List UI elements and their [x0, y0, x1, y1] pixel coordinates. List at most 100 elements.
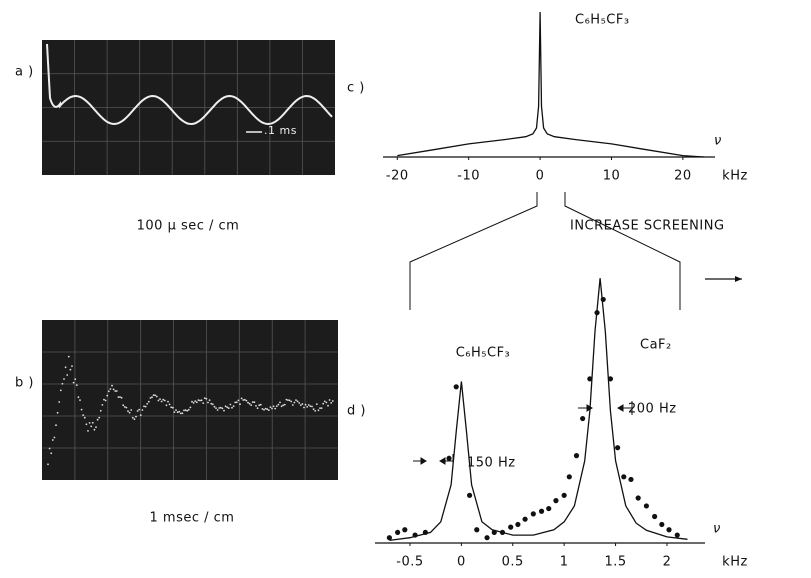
- scope-b: [42, 320, 338, 480]
- scope-dot: [66, 374, 69, 376]
- scope-dot: [98, 416, 101, 419]
- scope-a: .1 ms: [42, 40, 335, 175]
- scope-dot: [323, 400, 326, 403]
- data-point: [474, 527, 480, 533]
- scope-dot: [91, 421, 94, 424]
- scope-dot: [106, 394, 109, 397]
- scope-dot: [290, 400, 293, 403]
- width-marker: [413, 454, 454, 468]
- scope-dot: [120, 396, 123, 399]
- scope-dot: [266, 408, 269, 411]
- scope-dot: [146, 403, 149, 405]
- scope-dot: [199, 399, 201, 402]
- scope-dot: [242, 399, 245, 401]
- scope-dot: [269, 406, 272, 408]
- scope-dot: [75, 384, 78, 386]
- scope-dot: [87, 430, 89, 432]
- scope-dot: [159, 398, 161, 400]
- scope-dot: [320, 407, 323, 409]
- scope-dot: [295, 399, 297, 401]
- scope-dot: [291, 404, 294, 406]
- data-point: [386, 535, 392, 541]
- scope-dot: [103, 398, 105, 401]
- scope-dot: [96, 418, 99, 421]
- scope-dot: [240, 397, 243, 400]
- scope-dot: [245, 399, 248, 402]
- scope-dot: [58, 401, 61, 403]
- scope-dot: [322, 402, 325, 405]
- caption: 100 μ sec / cm: [137, 219, 240, 234]
- data-point: [522, 516, 528, 522]
- scope-dot: [101, 404, 104, 406]
- x-tick-label: 0: [457, 555, 466, 570]
- scope-dot: [250, 404, 253, 406]
- scope-dot: [311, 405, 313, 408]
- scope-dot: [55, 424, 57, 427]
- y-axis-label: ν: [713, 522, 721, 537]
- data-point: [628, 476, 634, 483]
- scope-dot: [184, 409, 187, 412]
- data-point: [580, 415, 586, 422]
- scope-dot: [282, 404, 285, 407]
- scope-dot: [80, 408, 83, 411]
- scope-dot: [74, 378, 77, 381]
- scope-dot: [264, 407, 267, 410]
- scope-dot: [141, 409, 144, 411]
- scope-dot: [53, 436, 56, 439]
- scope-dot: [239, 403, 241, 406]
- scope-dot: [197, 399, 200, 401]
- scope-dot: [243, 398, 246, 401]
- scope-dot: [104, 399, 107, 402]
- scope-dot: [299, 404, 302, 406]
- scope-dot: [111, 384, 113, 387]
- scope-dot: [283, 403, 286, 406]
- scope-dot: [288, 399, 291, 402]
- scope-dot: [77, 396, 80, 399]
- scope-dot: [112, 388, 115, 391]
- scope-dot: [90, 425, 93, 428]
- scope-dot: [331, 400, 334, 402]
- data-point: [573, 453, 580, 459]
- scope-dot: [312, 408, 315, 411]
- scope-dot: [235, 401, 238, 404]
- scope-dot: [47, 463, 49, 466]
- scope-dot: [170, 406, 173, 409]
- x-tick-label: 2: [663, 555, 672, 570]
- x-axis-label: kHz: [722, 169, 748, 184]
- scope-dot: [99, 409, 102, 412]
- scope-dot: [69, 368, 72, 371]
- scope-dot: [139, 414, 142, 416]
- scope-dot: [274, 407, 277, 410]
- scope-dot: [317, 409, 320, 412]
- scope-dot: [48, 447, 51, 450]
- panel-label: a ): [15, 65, 34, 80]
- scope-dot: [296, 400, 299, 403]
- scope-dot: [314, 410, 317, 412]
- scope-dot: [285, 398, 288, 401]
- annotation: C₆H₅CF₃: [456, 346, 511, 361]
- data-point: [530, 511, 536, 517]
- scope-dot: [165, 404, 168, 407]
- x-tick-label: 0.5: [502, 555, 524, 570]
- chart-title: C₆H₅CF₃: [575, 13, 630, 28]
- scope-dot: [138, 408, 141, 411]
- scope-dot: [216, 409, 219, 411]
- y-axis-label: ν: [714, 134, 722, 149]
- x-tick-label: 10: [603, 169, 621, 184]
- scope-dot: [136, 410, 139, 412]
- caption: 1 msec / cm: [150, 511, 235, 526]
- panel-label: d ): [347, 404, 366, 419]
- scope-dot: [275, 405, 278, 408]
- scope-dot: [301, 403, 304, 405]
- data-point: [587, 376, 593, 382]
- scope-dot: [215, 407, 217, 409]
- scope-dot: [79, 399, 81, 401]
- scope-dot: [88, 422, 91, 424]
- data-point: [508, 524, 514, 530]
- data-point: [674, 532, 680, 538]
- scope-dot: [187, 408, 190, 411]
- width-marker: [578, 401, 633, 415]
- scope-dot: [50, 452, 53, 455]
- data-point: [466, 492, 473, 498]
- scope-dot: [328, 399, 331, 401]
